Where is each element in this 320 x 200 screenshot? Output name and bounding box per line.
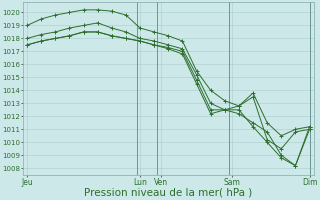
X-axis label: Pression niveau de la mer( hPa ): Pression niveau de la mer( hPa ) xyxy=(84,188,252,198)
